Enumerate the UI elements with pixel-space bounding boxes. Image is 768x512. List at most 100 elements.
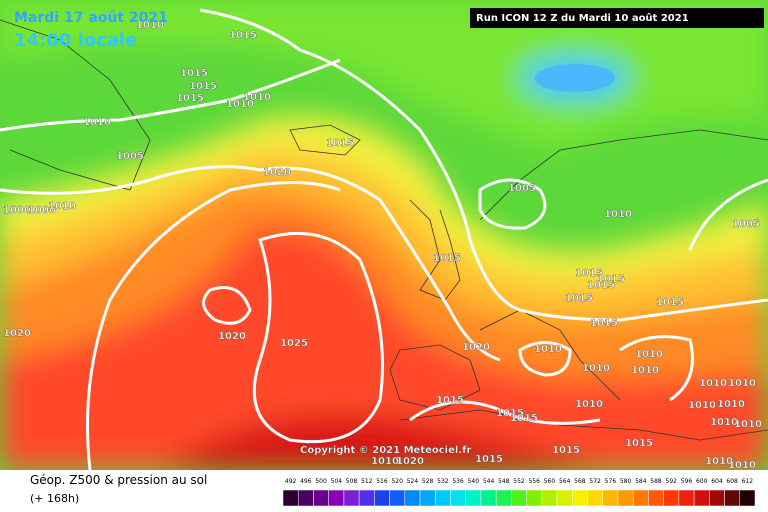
scale-label: 548 bbox=[498, 478, 510, 485]
isobar-label: 1010 bbox=[534, 344, 562, 355]
date-title: Mardi 17 août 2021 bbox=[14, 10, 168, 26]
scale-cell bbox=[693, 489, 710, 507]
copyright: Copyright © 2021 Meteociel.fr bbox=[300, 445, 471, 456]
scale-label: 556 bbox=[528, 478, 540, 485]
scale-cell bbox=[419, 489, 436, 507]
isobar-label: 1010 bbox=[728, 460, 756, 471]
isobar-label: 1010 bbox=[243, 92, 271, 103]
scale-label: 540 bbox=[468, 478, 480, 485]
isobar-label: 1015 bbox=[587, 280, 615, 291]
scale-cell bbox=[511, 489, 527, 507]
scale-cell bbox=[572, 489, 588, 507]
scale-label: 520 bbox=[391, 478, 403, 485]
scale-cell bbox=[678, 489, 695, 507]
isobar-label: 1010 bbox=[635, 349, 663, 360]
isobar-label: 1020 bbox=[396, 456, 424, 467]
isobar-label: 1000 bbox=[3, 205, 31, 216]
scale-label: 524 bbox=[407, 478, 419, 485]
scale-label: 536 bbox=[452, 478, 464, 485]
scale-cell bbox=[724, 489, 741, 507]
isobar-label: 1010 bbox=[734, 419, 762, 430]
isobar-label: 1010 bbox=[710, 417, 738, 428]
isobar-label: 1020 bbox=[218, 331, 246, 342]
scale-cell bbox=[343, 489, 360, 507]
isobar-label: 1015 bbox=[229, 30, 257, 41]
isobar-label: 1020 bbox=[3, 328, 31, 339]
isobar-label: 1015 bbox=[189, 81, 217, 92]
scale-label: 584 bbox=[635, 478, 647, 485]
isobar-label: 1010 bbox=[717, 399, 745, 410]
scale-cell bbox=[648, 489, 664, 507]
isobar-label: 1000 bbox=[28, 205, 56, 216]
run-box bbox=[470, 8, 764, 28]
scale-label: 588 bbox=[650, 478, 662, 485]
scale-label: 544 bbox=[483, 478, 495, 485]
scale-label: 492 bbox=[285, 478, 297, 485]
scale-cell bbox=[435, 489, 451, 507]
scale-label: 576 bbox=[605, 478, 617, 485]
scale-cell bbox=[709, 489, 725, 507]
scale-cell bbox=[328, 489, 345, 507]
isobar-label: 1010 bbox=[226, 99, 254, 110]
isobar-label: 1020 bbox=[263, 167, 291, 178]
isobar-label: 1015 bbox=[326, 138, 354, 149]
run-info: Run ICON 12 Z du Mardi 10 août 2021 bbox=[476, 12, 689, 24]
scale-label: 608 bbox=[726, 478, 738, 485]
scale-cell bbox=[526, 489, 543, 507]
isobar-label: 1005 bbox=[732, 219, 760, 230]
isobar-label: 1020 bbox=[462, 342, 490, 353]
scale-cell bbox=[556, 489, 573, 507]
scale-label: 568 bbox=[574, 478, 586, 485]
isobar-label: 1015 bbox=[565, 293, 593, 304]
scale-label: 580 bbox=[620, 478, 632, 485]
scale-label: 604 bbox=[711, 478, 723, 485]
isobar-label: 1015 bbox=[433, 253, 461, 264]
legend-lead: (+ 168h) bbox=[30, 492, 79, 505]
scale-label: 496 bbox=[300, 478, 312, 485]
isobars bbox=[0, 8, 768, 471]
isobar-label: 1015 bbox=[590, 318, 618, 329]
legend-title: Géop. Z500 & pression au sol bbox=[30, 473, 207, 487]
isobar-label: 1010 bbox=[688, 400, 716, 411]
scale-label: 552 bbox=[513, 478, 525, 485]
isobar-label: 1010 bbox=[48, 201, 76, 212]
scale-label: 528 bbox=[422, 478, 434, 485]
scale-cell bbox=[541, 489, 558, 507]
isobar-label: 1015 bbox=[176, 93, 204, 104]
scale-cell bbox=[389, 489, 406, 507]
isobar-label: 1025 bbox=[280, 338, 308, 349]
scale-label: 516 bbox=[376, 478, 388, 485]
scale-cell bbox=[282, 489, 299, 507]
scale-cell bbox=[404, 489, 421, 507]
isobar-label: 1015 bbox=[180, 68, 208, 79]
isobar-label: 1005 bbox=[508, 183, 536, 194]
scale-label: 504 bbox=[331, 478, 343, 485]
scale-cell bbox=[602, 489, 619, 507]
scale-label: 512 bbox=[361, 478, 373, 485]
scale-cell bbox=[587, 489, 603, 507]
isobar-label: 1010 bbox=[83, 117, 111, 128]
scale-cell bbox=[297, 489, 314, 507]
scale-cell bbox=[495, 489, 512, 507]
isobar-label: 1010 bbox=[582, 363, 610, 374]
isobar-label: 1010 bbox=[371, 456, 399, 467]
scale-label: 592 bbox=[666, 478, 678, 485]
coastlines bbox=[0, 19, 768, 441]
scale-label: 500 bbox=[315, 478, 327, 485]
scale-cell bbox=[663, 489, 680, 507]
scale-cell bbox=[465, 489, 482, 507]
color-scale: 492 496 500 504 508 512 516 520 524 528 532 536 540 5… bbox=[282, 478, 756, 507]
scale-cell bbox=[358, 489, 375, 507]
isobar-label: 1010 bbox=[699, 378, 727, 389]
scale-cell bbox=[374, 489, 390, 507]
scale-cell bbox=[617, 489, 634, 507]
scale-cell bbox=[313, 489, 329, 507]
local-time: 14:00 locale bbox=[14, 30, 137, 51]
isobar-label: 1010 bbox=[604, 209, 632, 220]
isobar-label: 1010 bbox=[705, 456, 733, 467]
isobar-label: 1015 bbox=[575, 268, 603, 279]
isobar-label: 1015 bbox=[436, 395, 464, 406]
scale-label: 572 bbox=[589, 478, 601, 485]
isobar-label: 1015 bbox=[625, 438, 653, 449]
